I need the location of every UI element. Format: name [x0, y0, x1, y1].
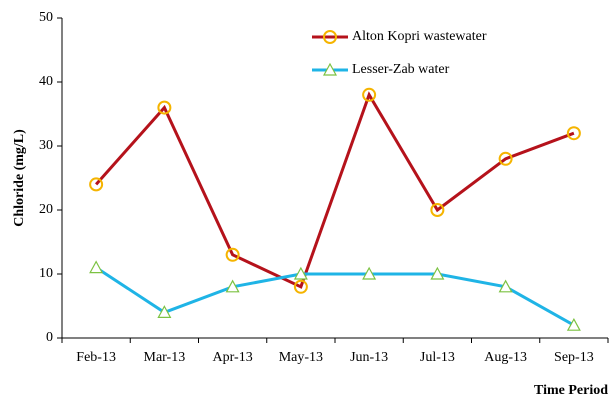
marker	[157, 305, 172, 318]
marker	[293, 279, 308, 294]
y-tick-label: 10	[39, 266, 53, 281]
marker	[89, 177, 104, 192]
marker	[566, 317, 581, 331]
marker	[430, 203, 445, 217]
x-axis-label: Time Period	[534, 383, 608, 398]
marker	[225, 279, 240, 293]
series-line	[95, 266, 575, 327]
x-tick-label: May-13	[279, 350, 323, 365]
x-tick-label: Mar-13	[144, 350, 186, 365]
legend-marker	[322, 62, 338, 76]
y-tick-label: 50	[39, 10, 53, 25]
legend-label: Alton Kopri wastewater	[352, 29, 487, 44]
marker	[157, 100, 172, 115]
x-tick-label: Feb-13	[76, 350, 116, 365]
x-tick-label: Jul-13	[420, 350, 455, 365]
y-tick-label: 20	[39, 202, 53, 217]
marker	[498, 151, 513, 166]
x-tick-label: Jun-13	[350, 350, 388, 365]
marker	[89, 260, 104, 274]
y-tick-label: 30	[39, 138, 53, 153]
legend-marker	[323, 30, 337, 44]
marker	[362, 266, 377, 280]
y-axis-label: Chloride (mg/L)	[12, 129, 27, 227]
marker	[430, 266, 445, 280]
marker	[362, 87, 377, 102]
marker	[225, 247, 240, 262]
x-tick-label: Apr-13	[213, 350, 253, 365]
legend-label: Lesser-Zab water	[352, 62, 450, 77]
marker	[498, 279, 513, 293]
y-tick-label: 40	[39, 74, 53, 89]
marker	[566, 126, 581, 141]
x-tick-label: Sep-13	[554, 350, 594, 365]
marker	[293, 266, 308, 280]
series-line	[95, 91, 575, 289]
y-tick-label: 0	[46, 330, 53, 345]
x-tick-label: Aug-13	[484, 350, 527, 365]
